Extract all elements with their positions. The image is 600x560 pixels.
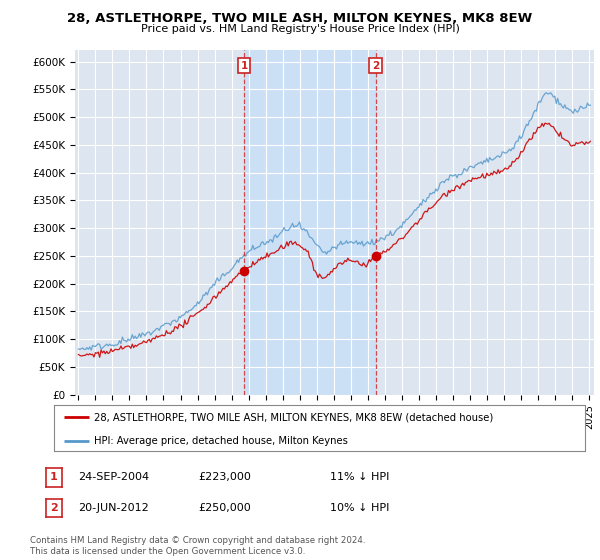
Text: Price paid vs. HM Land Registry's House Price Index (HPI): Price paid vs. HM Land Registry's House … — [140, 24, 460, 34]
Text: £250,000: £250,000 — [198, 503, 251, 513]
Text: 1: 1 — [50, 472, 58, 482]
Text: Contains HM Land Registry data © Crown copyright and database right 2024.
This d: Contains HM Land Registry data © Crown c… — [30, 536, 365, 556]
Bar — [244, 50, 376, 395]
Text: 10% ↓ HPI: 10% ↓ HPI — [330, 503, 389, 513]
Text: 11% ↓ HPI: 11% ↓ HPI — [330, 472, 389, 482]
Text: 2: 2 — [372, 60, 379, 71]
Text: 2: 2 — [50, 503, 58, 513]
Text: 20-JUN-2012: 20-JUN-2012 — [78, 503, 149, 513]
Text: 24-SEP-2004: 24-SEP-2004 — [78, 472, 149, 482]
Text: £223,000: £223,000 — [198, 472, 251, 482]
Text: 28, ASTLETHORPE, TWO MILE ASH, MILTON KEYNES, MK8 8EW: 28, ASTLETHORPE, TWO MILE ASH, MILTON KE… — [67, 12, 533, 25]
Text: 28, ASTLETHORPE, TWO MILE ASH, MILTON KEYNES, MK8 8EW (detached house): 28, ASTLETHORPE, TWO MILE ASH, MILTON KE… — [94, 412, 493, 422]
Text: HPI: Average price, detached house, Milton Keynes: HPI: Average price, detached house, Milt… — [94, 436, 348, 446]
Text: 1: 1 — [241, 60, 248, 71]
